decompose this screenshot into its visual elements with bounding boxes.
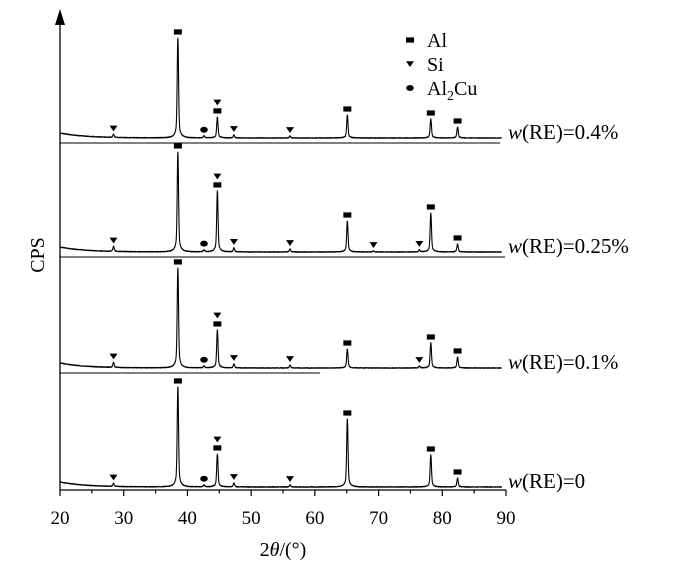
peak-marker-square-series-2-at-44.7 — [213, 182, 222, 188]
peak-marker-square-series-2-at-78.2 — [426, 204, 435, 210]
peak-marker-square-series-4-at-78.2 — [426, 446, 435, 452]
peak-marker-square-series-3-at-38.5 — [173, 259, 182, 265]
peak-marker-triangle-down-series-2-at-76.4 — [415, 241, 424, 247]
peak-marker-square-series-1-at-82.4 — [453, 118, 462, 124]
peak-marker-square-series-2-at-38.5 — [173, 143, 182, 149]
peak-marker-square-series-3-at-82.4 — [453, 348, 462, 354]
panel-separators — [60, 142, 505, 374]
peak-marker-square-series-4-at-65.1 — [343, 410, 352, 416]
peak-marker-square-series-1-at-78.2 — [426, 110, 435, 116]
peak-marker-square-series-2-at-82.4 — [453, 235, 462, 241]
y-axis-title: CPS — [27, 237, 49, 273]
peak-marker-square-series-1-at-65.1 — [343, 106, 352, 112]
legend-label-al2cu: Al2Cu — [427, 78, 477, 104]
series-curve-w-re-0-25 — [59, 151, 502, 253]
x-tick-label-60: 60 — [305, 508, 324, 529]
peak-marker-triangle-down-series-2-at-69.2 — [369, 242, 378, 248]
peak-marker-triangle-down-series-4-at-56.1 — [286, 476, 295, 482]
series-label-1: w(RE)=0.4% — [508, 120, 618, 144]
y-axis-arrow — [55, 9, 65, 25]
peak-marker-triangle-down-series-1-at-56.1 — [286, 127, 295, 133]
peak-marker-square-series-3-at-78.2 — [426, 334, 435, 340]
peak-marker-triangle-down-series-4-at-44.7 — [213, 436, 222, 443]
legend-marker-al — [406, 37, 414, 43]
x-tick-label-70: 70 — [369, 508, 388, 529]
peak-marker-circle-series-4-at-42.6 — [200, 475, 208, 482]
x-tick-labels: 20 30 40 50 60 70 80 90 — [51, 508, 516, 529]
peak-marker-triangle-down-series-2-at-47.3 — [229, 239, 238, 245]
series-label-3: w(RE)=0.1% — [508, 350, 618, 374]
peak-marker-triangle-down-series-1-at-47.3 — [229, 126, 238, 132]
peak-marker-triangle-down-series-3-at-56.1 — [286, 356, 295, 362]
peak-marker-square-series-4-at-44.7 — [213, 445, 222, 451]
peak-marker-triangle-down-series-2-at-56.1 — [286, 240, 295, 246]
peak-marker-square-series-3-at-65.1 — [343, 340, 352, 346]
peak-marker-triangle-down-series-2-at-28.4 — [109, 237, 118, 244]
series-curve-w-re-0-4 — [59, 37, 502, 139]
peak-marker-circle-series-1-at-42.6 — [200, 126, 208, 133]
peak-marker-circle-series-3-at-42.6 — [200, 356, 208, 363]
peak-marker-triangle-down-series-4-at-47.3 — [229, 474, 238, 480]
peak-marker-triangle-down-series-3-at-47.3 — [229, 355, 238, 361]
series-curve-w-re-0-1 — [59, 267, 502, 369]
legend-marker-al2cu — [406, 85, 414, 91]
series-curves — [59, 37, 503, 488]
x-tick-label-30: 30 — [114, 508, 133, 529]
peak-marker-triangle-down-series-3-at-28.4 — [109, 353, 118, 360]
legend-label-si: Si — [427, 54, 444, 76]
series-label-2: w(RE)=0.25% — [508, 234, 629, 258]
x-tick-label-50: 50 — [242, 508, 261, 529]
peak-marker-square-series-1-at-44.7 — [213, 108, 222, 114]
x-tick-label-40: 40 — [178, 508, 197, 529]
peak-marker-triangle-down-series-4-at-28.4 — [109, 474, 118, 481]
phase-markers — [109, 29, 462, 482]
peak-marker-square-series-3-at-44.7 — [213, 321, 222, 327]
legend-marker-si — [406, 61, 414, 67]
legend-label-al: Al — [427, 30, 447, 52]
x-tick-label-90: 90 — [497, 508, 516, 529]
peak-marker-triangle-down-series-1-at-44.7 — [213, 99, 222, 106]
peak-marker-triangle-down-series-3-at-44.7 — [213, 312, 222, 319]
x-axis-title: 2θ/(°) — [260, 539, 307, 561]
series-labels: w(RE)=0.4% w(RE)=0.25% w(RE)=0.1% w(RE)=0 — [508, 120, 629, 493]
series-label-4: w(RE)=0 — [508, 469, 585, 493]
peak-marker-circle-series-2-at-42.6 — [200, 240, 208, 247]
peak-marker-square-series-4-at-82.4 — [453, 469, 462, 475]
peak-marker-square-series-4-at-38.5 — [173, 378, 182, 384]
x-tick-label-80: 80 — [433, 508, 452, 529]
series-curve-w-re-0 — [59, 386, 503, 488]
peak-marker-triangle-down-series-1-at-28.4 — [109, 125, 118, 132]
peak-marker-square-series-1-at-38.5 — [173, 29, 182, 35]
peak-marker-square-series-2-at-65.1 — [343, 212, 352, 218]
peak-marker-triangle-down-series-3-at-76.4 — [415, 357, 424, 363]
x-tick-label-20: 20 — [51, 508, 70, 529]
peak-marker-triangle-down-series-2-at-44.7 — [213, 173, 222, 180]
x-ticks — [59, 490, 507, 496]
